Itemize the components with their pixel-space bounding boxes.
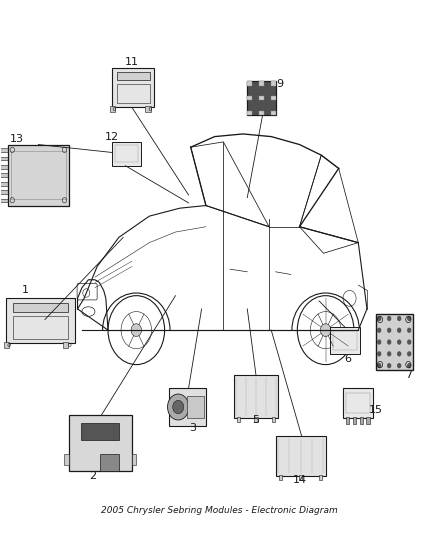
FancyBboxPatch shape bbox=[237, 417, 240, 422]
FancyBboxPatch shape bbox=[0, 157, 9, 160]
FancyBboxPatch shape bbox=[272, 417, 275, 422]
Text: 12: 12 bbox=[105, 132, 120, 142]
FancyBboxPatch shape bbox=[254, 417, 258, 422]
FancyBboxPatch shape bbox=[343, 389, 373, 418]
FancyBboxPatch shape bbox=[247, 82, 252, 86]
FancyBboxPatch shape bbox=[81, 423, 119, 440]
Circle shape bbox=[131, 324, 141, 336]
Text: 14: 14 bbox=[293, 475, 307, 485]
FancyBboxPatch shape bbox=[299, 475, 302, 480]
FancyBboxPatch shape bbox=[330, 327, 360, 354]
Circle shape bbox=[173, 400, 184, 414]
FancyBboxPatch shape bbox=[64, 454, 69, 465]
FancyBboxPatch shape bbox=[169, 389, 206, 425]
FancyBboxPatch shape bbox=[0, 199, 9, 203]
Text: 6: 6 bbox=[344, 354, 351, 364]
FancyBboxPatch shape bbox=[247, 96, 252, 100]
Circle shape bbox=[407, 351, 411, 357]
Circle shape bbox=[377, 351, 381, 357]
FancyBboxPatch shape bbox=[346, 417, 349, 424]
FancyBboxPatch shape bbox=[145, 107, 151, 112]
Circle shape bbox=[397, 340, 401, 345]
FancyBboxPatch shape bbox=[271, 96, 276, 100]
Text: 9: 9 bbox=[276, 78, 283, 88]
FancyBboxPatch shape bbox=[63, 342, 68, 348]
Circle shape bbox=[377, 340, 381, 345]
FancyBboxPatch shape bbox=[276, 436, 325, 476]
FancyBboxPatch shape bbox=[8, 144, 69, 206]
FancyBboxPatch shape bbox=[6, 298, 75, 343]
FancyBboxPatch shape bbox=[132, 454, 136, 465]
Circle shape bbox=[167, 394, 189, 420]
FancyBboxPatch shape bbox=[0, 165, 9, 169]
Text: 15: 15 bbox=[369, 405, 383, 415]
FancyBboxPatch shape bbox=[376, 314, 413, 370]
Circle shape bbox=[397, 328, 401, 333]
FancyBboxPatch shape bbox=[234, 375, 278, 418]
FancyBboxPatch shape bbox=[0, 190, 9, 194]
Circle shape bbox=[397, 351, 401, 357]
Circle shape bbox=[377, 363, 381, 368]
Circle shape bbox=[377, 328, 381, 333]
FancyBboxPatch shape bbox=[113, 142, 141, 166]
Circle shape bbox=[387, 316, 391, 321]
Circle shape bbox=[407, 340, 411, 345]
FancyBboxPatch shape bbox=[69, 415, 132, 471]
FancyBboxPatch shape bbox=[360, 417, 363, 424]
FancyBboxPatch shape bbox=[367, 417, 370, 424]
FancyBboxPatch shape bbox=[113, 68, 154, 108]
Circle shape bbox=[387, 328, 391, 333]
Circle shape bbox=[407, 316, 411, 321]
FancyBboxPatch shape bbox=[4, 342, 9, 348]
Circle shape bbox=[377, 316, 381, 321]
Circle shape bbox=[397, 363, 401, 368]
FancyBboxPatch shape bbox=[110, 107, 116, 112]
Circle shape bbox=[397, 316, 401, 321]
Text: 11: 11 bbox=[125, 58, 139, 67]
Text: 2: 2 bbox=[89, 471, 96, 481]
FancyBboxPatch shape bbox=[319, 475, 322, 480]
Text: 1: 1 bbox=[22, 285, 29, 295]
FancyBboxPatch shape bbox=[0, 173, 9, 177]
FancyBboxPatch shape bbox=[117, 71, 150, 79]
Circle shape bbox=[387, 351, 391, 357]
Circle shape bbox=[321, 324, 331, 336]
FancyBboxPatch shape bbox=[247, 111, 252, 115]
Circle shape bbox=[387, 363, 391, 368]
FancyBboxPatch shape bbox=[259, 96, 264, 100]
FancyBboxPatch shape bbox=[353, 417, 356, 424]
Text: 2005 Chrysler Sebring Modules - Electronic Diagram: 2005 Chrysler Sebring Modules - Electron… bbox=[101, 506, 337, 515]
FancyBboxPatch shape bbox=[271, 111, 276, 115]
FancyBboxPatch shape bbox=[100, 454, 119, 471]
FancyBboxPatch shape bbox=[13, 303, 68, 312]
FancyBboxPatch shape bbox=[0, 148, 9, 152]
FancyBboxPatch shape bbox=[279, 475, 283, 480]
Text: 7: 7 bbox=[405, 370, 412, 380]
FancyBboxPatch shape bbox=[247, 81, 276, 115]
Circle shape bbox=[387, 340, 391, 345]
Circle shape bbox=[407, 328, 411, 333]
FancyBboxPatch shape bbox=[0, 182, 9, 185]
Text: 5: 5 bbox=[252, 415, 259, 425]
FancyBboxPatch shape bbox=[259, 82, 264, 86]
FancyBboxPatch shape bbox=[259, 111, 264, 115]
Text: 3: 3 bbox=[189, 423, 196, 433]
FancyBboxPatch shape bbox=[187, 396, 204, 418]
FancyBboxPatch shape bbox=[271, 82, 276, 86]
Text: 13: 13 bbox=[10, 134, 24, 144]
Circle shape bbox=[407, 363, 411, 368]
